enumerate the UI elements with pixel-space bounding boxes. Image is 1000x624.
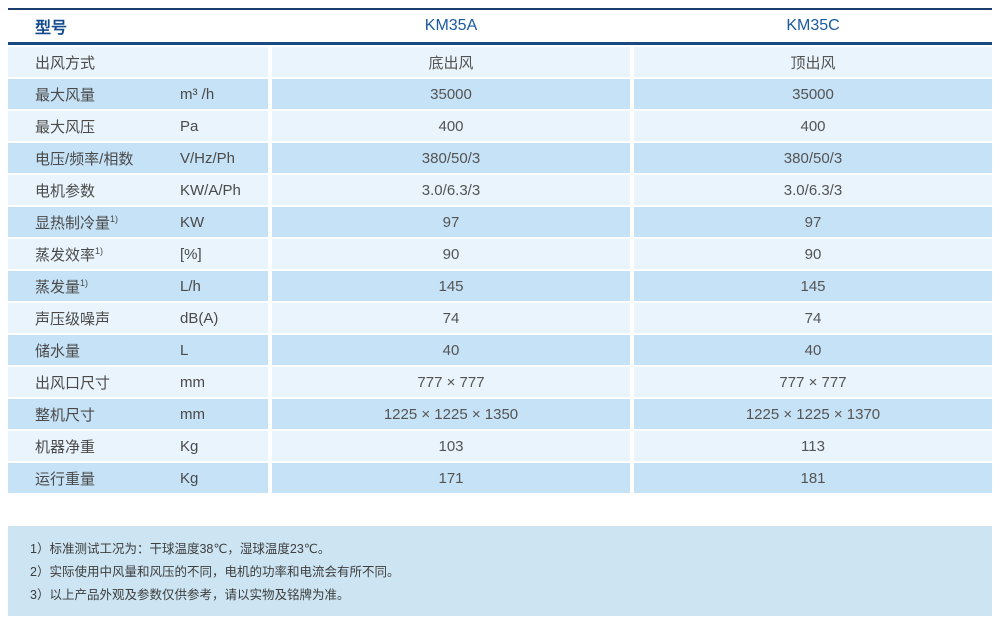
table-row: 最大风量 m³ /h 35000 35000 — [8, 79, 992, 109]
value-km35a: 103 — [272, 431, 630, 461]
row-label: 声压级噪声 — [35, 310, 111, 328]
table-header-row: 型号 KM35A KM35C — [8, 10, 992, 42]
row-label: 机器净重 — [35, 438, 96, 456]
table-row: 蒸发量1) L/h 145 145 — [8, 271, 992, 301]
row-unit: mm — [180, 405, 205, 423]
row-label: 蒸发效率1) — [35, 245, 104, 264]
row-label: 电机参数 — [35, 182, 96, 200]
table-row: 声压级噪声 dB(A) 74 74 — [8, 303, 992, 333]
footnotes-panel: 1）标准测试工况为：干球温度38℃，湿球温度23℃。 2）实际使用中风量和风压的… — [8, 526, 992, 616]
header-model-km35a: KM35A — [424, 17, 478, 34]
value-km35a: 40 — [272, 335, 630, 365]
table-row: 出风口尺寸 mm 777 × 777 777 × 777 — [8, 367, 992, 397]
row-unit: Kg — [180, 469, 199, 487]
value-km35a: 3.0/6.3/3 — [272, 175, 630, 205]
row-unit: [%] — [180, 245, 202, 263]
row-unit: L/h — [180, 277, 201, 295]
row-unit: KW — [180, 213, 205, 231]
value-km35a: 777 × 777 — [272, 367, 630, 397]
table-row: 运行重量 Kg 171 181 — [8, 463, 992, 493]
value-km35a: 400 — [272, 111, 630, 141]
value-km35c: 380/50/3 — [634, 143, 992, 173]
row-unit: mm — [180, 373, 205, 391]
value-km35c: 113 — [634, 431, 992, 461]
value-km35c: 97 — [634, 207, 992, 237]
row-label: 蒸发量1) — [35, 277, 89, 296]
row-unit: dB(A) — [180, 309, 219, 327]
header-model-km35c: KM35C — [786, 17, 840, 34]
value-km35a: 145 — [272, 271, 630, 301]
value-km35a: 35000 — [272, 79, 630, 109]
value-km35c: 400 — [634, 111, 992, 141]
row-label: 显热制冷量1) — [35, 213, 119, 232]
value-km35a: 380/50/3 — [272, 143, 630, 173]
spec-table-body: 出风方式 底出风 顶出风 最大风量 m³ /h 35000 35000 最大风压 P… — [8, 47, 992, 493]
row-label: 出风方式 — [35, 54, 96, 72]
row-unit: m³ /h — [180, 85, 215, 103]
value-km35c: 1225 × 1225 × 1370 — [634, 399, 992, 429]
header-rule — [8, 42, 992, 45]
row-unit: V/Hz/Ph — [180, 149, 236, 167]
table-row: 机器净重 Kg 103 113 — [8, 431, 992, 461]
value-km35a: 1225 × 1225 × 1350 — [272, 399, 630, 429]
table-row: 电机参数 KW/A/Ph 3.0/6.3/3 3.0/6.3/3 — [8, 175, 992, 205]
value-km35c: 181 — [634, 463, 992, 493]
value-km35c: 40 — [634, 335, 992, 365]
table-row: 整机尺寸 mm 1225 × 1225 × 1350 1225 × 1225 × … — [8, 399, 992, 429]
table-row: 电压/频率/相数 V/Hz/Ph 380/50/3 380/50/3 — [8, 143, 992, 173]
value-km35c: 90 — [634, 239, 992, 269]
row-unit: Kg — [180, 437, 199, 455]
value-km35a: 97 — [272, 207, 630, 237]
footnote-2: 2）实际使用中风量和风压的不同，电机的功率和电流会有所不同。 — [30, 565, 400, 579]
value-km35a: 171 — [272, 463, 630, 493]
footnote-3: 3）以上产品外观及参数仅供参考，请以实物及铭牌为准。 — [30, 588, 350, 602]
value-km35a: 底出风 — [272, 47, 630, 77]
row-label: 储水量 — [35, 342, 81, 360]
top-rule — [8, 8, 992, 10]
row-unit: KW/A/Ph — [180, 181, 241, 199]
row-unit: Pa — [180, 117, 199, 135]
table-row: 出风方式 底出风 顶出风 — [8, 47, 992, 77]
value-km35c: 35000 — [634, 79, 992, 109]
value-km35c: 777 × 777 — [634, 367, 992, 397]
value-km35a: 74 — [272, 303, 630, 333]
row-label: 整机尺寸 — [35, 406, 96, 424]
value-km35c: 3.0/6.3/3 — [634, 175, 992, 205]
value-km35c: 145 — [634, 271, 992, 301]
row-unit: L — [180, 341, 189, 359]
value-km35a: 90 — [272, 239, 630, 269]
row-label: 运行重量 — [35, 470, 96, 488]
table-row: 储水量 L 40 40 — [8, 335, 992, 365]
footnote-1: 1）标准测试工况为：干球温度38℃，湿球温度23℃。 — [30, 542, 331, 556]
row-label: 最大风量 — [35, 86, 96, 104]
value-km35c: 74 — [634, 303, 992, 333]
table-row: 显热制冷量1) KW 97 97 — [8, 207, 992, 237]
row-label: 最大风压 — [35, 118, 96, 136]
row-label: 出风口尺寸 — [35, 374, 111, 392]
table-row: 最大风压 Pa 400 400 — [8, 111, 992, 141]
spec-sheet: 型号 KM35A KM35C 出风方式 底出风 顶出风 最大风量 m³ /h 35… — [8, 8, 992, 616]
value-km35c: 顶出风 — [634, 47, 992, 77]
row-label: 电压/频率/相数 — [35, 150, 134, 168]
header-model-label: 型号 — [35, 20, 68, 37]
table-row: 蒸发效率1) [%] 90 90 — [8, 239, 992, 269]
